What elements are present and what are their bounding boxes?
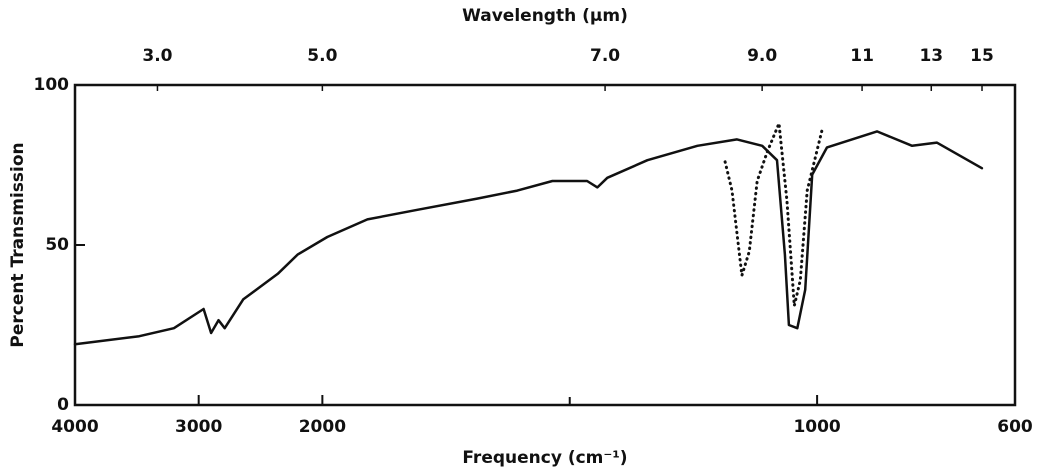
- top-tick-label: 13: [919, 46, 943, 66]
- y-tick-label: 50: [45, 235, 69, 255]
- top-tick-label: 7.0: [590, 46, 620, 66]
- y-axis-label: Percent Transmission: [8, 142, 28, 347]
- y-tick-label: 0: [57, 395, 69, 415]
- top-tick-label: 5.0: [307, 46, 337, 66]
- x-tick-label: 600: [997, 417, 1033, 437]
- top-axis-title: Wavelength (μm): [462, 6, 628, 26]
- y-tick-label: 100: [34, 75, 70, 95]
- top-tick-label: 11: [850, 46, 874, 66]
- x-tick-label: 4000: [51, 417, 98, 437]
- top-tick-label: 3.0: [142, 46, 172, 66]
- x-tick-label: 3000: [175, 417, 222, 437]
- x-axis-label: Frequency (cm⁻¹): [462, 448, 627, 468]
- top-tick-label: 15: [970, 46, 994, 66]
- dotted-line: [723, 121, 824, 308]
- top-tick-label: 9.0: [747, 46, 777, 66]
- x-tick-label: 1000: [793, 417, 840, 437]
- x-tick-label: 2000: [299, 417, 346, 437]
- solid-line: [73, 130, 984, 346]
